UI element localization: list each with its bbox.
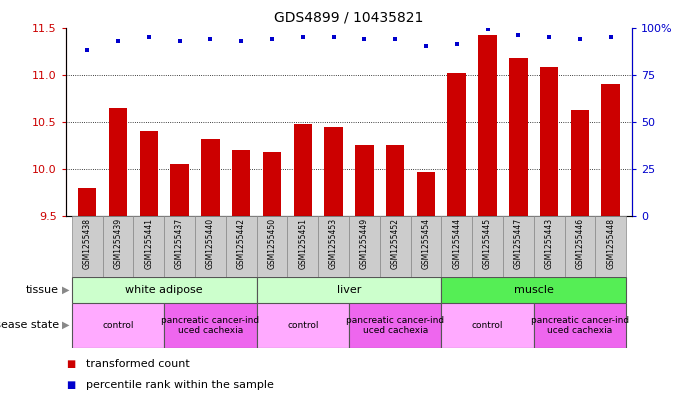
- Text: GSM1255449: GSM1255449: [360, 218, 369, 269]
- Text: GSM1255438: GSM1255438: [83, 218, 92, 269]
- Point: [267, 36, 278, 42]
- Point: [574, 36, 585, 42]
- Bar: [318, 216, 349, 277]
- Bar: [140, 131, 158, 216]
- Text: liver: liver: [337, 285, 361, 295]
- Bar: [509, 58, 527, 216]
- Point: [174, 38, 185, 44]
- Bar: [256, 277, 442, 303]
- Bar: [417, 172, 435, 216]
- Point: [205, 36, 216, 42]
- Bar: [72, 277, 256, 303]
- Text: control: control: [102, 321, 134, 330]
- Point: [390, 36, 401, 42]
- Bar: [287, 216, 318, 277]
- Text: pancreatic cancer-ind
uced cachexia: pancreatic cancer-ind uced cachexia: [346, 316, 444, 335]
- Point: [451, 41, 462, 48]
- Bar: [226, 216, 256, 277]
- Text: disease state: disease state: [0, 320, 59, 330]
- Text: control: control: [472, 321, 503, 330]
- Bar: [355, 145, 374, 216]
- Text: GSM1255443: GSM1255443: [545, 218, 553, 269]
- Bar: [256, 216, 287, 277]
- Bar: [601, 84, 620, 216]
- Bar: [533, 216, 565, 277]
- Text: ■: ■: [66, 380, 75, 390]
- Text: tissue: tissue: [26, 285, 59, 295]
- Bar: [442, 303, 533, 348]
- Text: white adipose: white adipose: [125, 285, 203, 295]
- Text: GSM1255448: GSM1255448: [606, 218, 615, 269]
- Text: GSM1255437: GSM1255437: [175, 218, 184, 269]
- Point: [544, 34, 555, 40]
- Bar: [380, 216, 410, 277]
- Bar: [478, 35, 497, 216]
- Bar: [78, 188, 97, 216]
- Text: GSM1255442: GSM1255442: [237, 218, 246, 269]
- Bar: [324, 127, 343, 216]
- Bar: [442, 277, 626, 303]
- Text: GSM1255444: GSM1255444: [452, 218, 461, 269]
- Point: [82, 47, 93, 53]
- Text: GSM1255445: GSM1255445: [483, 218, 492, 269]
- Bar: [503, 216, 533, 277]
- Bar: [540, 67, 558, 216]
- Point: [420, 43, 431, 50]
- Bar: [294, 124, 312, 216]
- Bar: [164, 216, 195, 277]
- Text: GSM1255451: GSM1255451: [299, 218, 307, 269]
- Text: GSM1255452: GSM1255452: [390, 218, 399, 269]
- Point: [143, 34, 154, 40]
- Bar: [108, 108, 127, 216]
- Bar: [201, 139, 220, 216]
- Bar: [571, 110, 589, 216]
- Text: GSM1255453: GSM1255453: [329, 218, 338, 269]
- Text: muscle: muscle: [514, 285, 553, 295]
- Point: [482, 26, 493, 33]
- Bar: [533, 303, 626, 348]
- Text: percentile rank within the sample: percentile rank within the sample: [86, 380, 274, 390]
- Text: GSM1255447: GSM1255447: [514, 218, 523, 269]
- Point: [297, 34, 308, 40]
- Point: [113, 38, 124, 44]
- Text: ▶: ▶: [62, 285, 70, 295]
- Point: [236, 38, 247, 44]
- Text: pancreatic cancer-ind
uced cachexia: pancreatic cancer-ind uced cachexia: [161, 316, 259, 335]
- Title: GDS4899 / 10435821: GDS4899 / 10435821: [274, 11, 424, 25]
- Text: pancreatic cancer-ind
uced cachexia: pancreatic cancer-ind uced cachexia: [531, 316, 629, 335]
- Text: ▶: ▶: [62, 320, 70, 330]
- Bar: [171, 164, 189, 216]
- Text: transformed count: transformed count: [86, 358, 190, 369]
- Point: [328, 34, 339, 40]
- Bar: [195, 216, 226, 277]
- Bar: [72, 216, 102, 277]
- Text: GSM1255440: GSM1255440: [206, 218, 215, 269]
- Bar: [565, 216, 596, 277]
- Text: GSM1255441: GSM1255441: [144, 218, 153, 269]
- Bar: [349, 216, 380, 277]
- Text: GSM1255439: GSM1255439: [113, 218, 122, 269]
- Bar: [263, 152, 281, 216]
- Bar: [232, 150, 250, 216]
- Bar: [102, 216, 133, 277]
- Text: control: control: [287, 321, 319, 330]
- Bar: [133, 216, 164, 277]
- Bar: [164, 303, 256, 348]
- Point: [605, 34, 616, 40]
- Point: [359, 36, 370, 42]
- Point: [513, 32, 524, 38]
- Bar: [256, 303, 349, 348]
- Bar: [448, 73, 466, 216]
- Text: ■: ■: [66, 358, 75, 369]
- Bar: [349, 303, 442, 348]
- Text: GSM1255446: GSM1255446: [576, 218, 585, 269]
- Text: GSM1255450: GSM1255450: [267, 218, 276, 269]
- Text: GSM1255454: GSM1255454: [422, 218, 430, 269]
- Bar: [386, 145, 404, 216]
- Bar: [596, 216, 626, 277]
- Bar: [472, 216, 503, 277]
- Bar: [72, 303, 164, 348]
- Bar: [410, 216, 442, 277]
- Bar: [442, 216, 472, 277]
